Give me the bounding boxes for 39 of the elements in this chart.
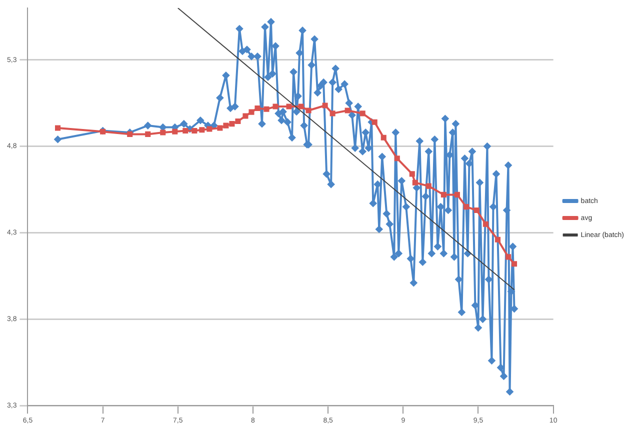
point — [330, 110, 336, 116]
point — [454, 192, 460, 198]
point — [322, 102, 328, 108]
point — [474, 207, 480, 214]
point — [217, 125, 223, 131]
point — [512, 261, 518, 267]
point — [306, 108, 312, 114]
point — [54, 125, 61, 131]
point — [394, 156, 400, 162]
point — [360, 110, 366, 116]
point — [494, 236, 501, 242]
point — [426, 183, 432, 189]
point — [127, 131, 133, 137]
point — [145, 131, 151, 137]
point — [286, 104, 292, 110]
point — [440, 192, 446, 198]
point — [192, 128, 198, 134]
point — [248, 109, 254, 115]
point — [505, 254, 512, 260]
point — [182, 128, 188, 134]
point — [160, 130, 166, 136]
point — [206, 126, 212, 132]
point — [172, 128, 178, 134]
point — [229, 121, 235, 127]
point — [199, 127, 205, 133]
point — [254, 105, 260, 112]
point — [372, 119, 378, 125]
point — [242, 113, 248, 119]
point — [264, 106, 270, 112]
point — [223, 122, 229, 128]
point — [344, 108, 350, 114]
point — [463, 204, 469, 210]
point — [409, 171, 415, 177]
point — [235, 118, 241, 124]
point — [272, 104, 278, 110]
point — [412, 180, 418, 186]
point — [482, 221, 489, 227]
point — [380, 134, 386, 140]
point — [298, 104, 304, 110]
